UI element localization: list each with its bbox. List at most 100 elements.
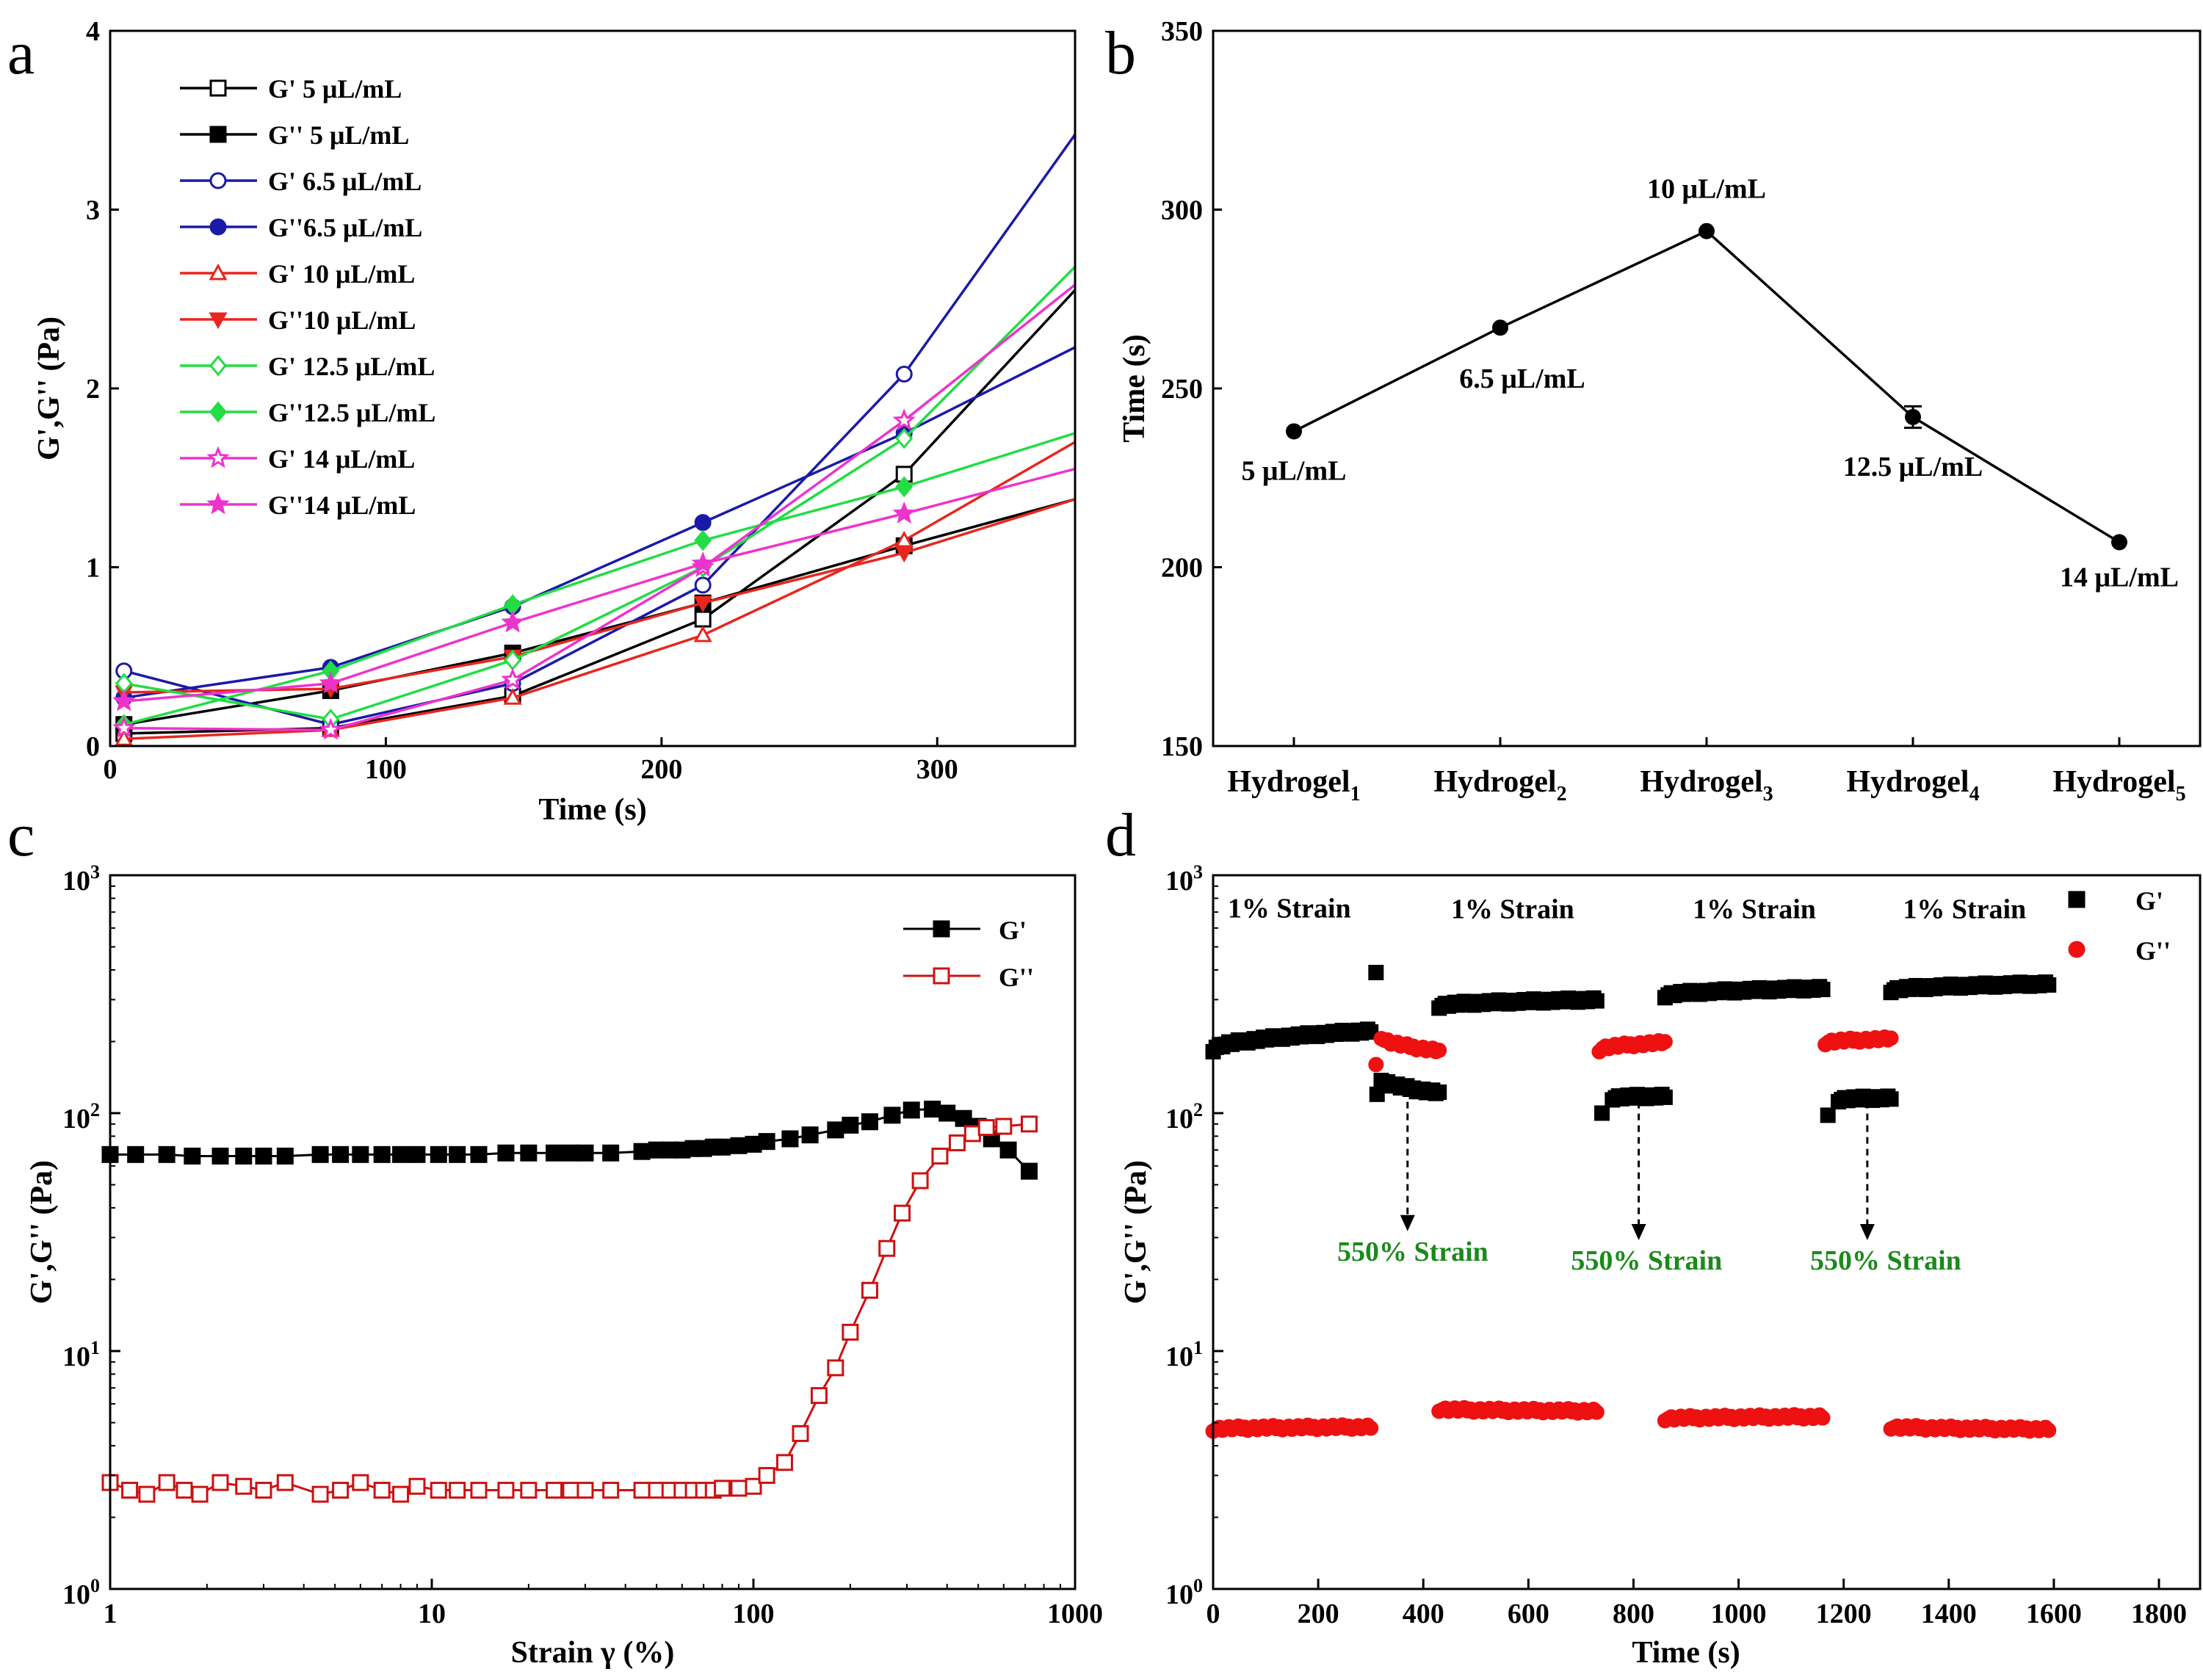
data-point-c xyxy=(938,1104,956,1122)
x-tick-label-a: 200 xyxy=(640,754,682,785)
legend-label-d: G' xyxy=(2135,886,2163,916)
legend-marker-a xyxy=(209,401,227,423)
data-point-c xyxy=(730,1137,748,1154)
strain-annotation-d: 1% Strain xyxy=(1228,893,1351,924)
legend-marker-a xyxy=(206,446,230,468)
y-axis-title-d: G',G'' (Pa) xyxy=(1119,1160,1153,1304)
data-point-a xyxy=(895,427,914,449)
data-point-a xyxy=(694,514,712,532)
data-point-c xyxy=(176,1482,193,1499)
data-point-c xyxy=(562,1144,579,1162)
data-point-d xyxy=(1657,1089,1673,1105)
strain-annotation-d: 1% Strain xyxy=(1903,894,2026,924)
x-tick-label-d: 200 xyxy=(1298,1598,1339,1629)
data-point-c xyxy=(311,1145,329,1163)
x-tick-label-d: 1400 xyxy=(1921,1598,1977,1629)
data-point-c xyxy=(520,1144,538,1162)
panel-label-d: d xyxy=(1105,801,1136,869)
data-point-c xyxy=(235,1477,253,1495)
y-tick-label-c: 102 xyxy=(62,1099,100,1134)
data-point-c xyxy=(977,1119,995,1137)
data-point-c xyxy=(373,1482,391,1499)
y-tick-label-d: 102 xyxy=(1165,1099,1203,1134)
data-point-c xyxy=(948,1134,966,1151)
data-point-c xyxy=(602,1482,620,1499)
x-tick-label-d: 400 xyxy=(1403,1598,1444,1629)
series-line-a-7 xyxy=(123,432,1076,726)
data-point-c xyxy=(883,1107,901,1124)
point-label-b: 14 μL/mL xyxy=(2060,562,2179,593)
data-point-c xyxy=(995,1118,1013,1135)
data-point-c xyxy=(861,1281,878,1299)
series-line-a-8 xyxy=(123,283,1077,731)
x-axis-title-c: Strain γ (%) xyxy=(511,1636,675,1670)
x-tick-label-c: 100 xyxy=(733,1598,775,1629)
data-point-a xyxy=(895,476,914,498)
panel-label-b: b xyxy=(1105,19,1136,87)
legend-marker-a xyxy=(209,172,227,189)
strain-arrowhead-d xyxy=(1400,1214,1415,1231)
plot-frame-a xyxy=(109,29,1077,747)
data-point-c xyxy=(211,1147,229,1165)
data-point-d xyxy=(1368,1057,1384,1073)
data-point-d xyxy=(1820,1107,1836,1123)
data-point-c xyxy=(827,1121,844,1139)
data-point-b xyxy=(2111,534,2127,551)
series-line-a-6 xyxy=(123,266,1077,721)
data-point-c xyxy=(894,1204,911,1222)
data-point-c xyxy=(931,1147,949,1165)
category-label-b: Hydrogel4 xyxy=(1846,765,1979,805)
legend-label-a: G' 12.5 μL/mL xyxy=(268,352,435,381)
legend-label-a: G'' 5 μL/mL xyxy=(268,120,409,150)
data-point-c xyxy=(827,1359,844,1377)
data-point-a xyxy=(319,717,342,740)
legend-label-a: G''10 μL/mL xyxy=(268,305,416,335)
data-point-c xyxy=(276,1147,294,1165)
data-point-d xyxy=(2041,1422,2057,1438)
data-point-c xyxy=(576,1144,594,1162)
strain-annotation-d: 1% Strain xyxy=(1693,894,1816,924)
data-point-a xyxy=(693,595,712,613)
y-tick-label-b: 150 xyxy=(1161,731,1203,762)
data-point-c xyxy=(924,1100,941,1118)
legend-marker-a xyxy=(209,126,227,143)
data-point-c xyxy=(191,1485,209,1503)
data-point-c xyxy=(470,1145,488,1163)
y-tick-label-d: 100 xyxy=(1165,1575,1203,1610)
data-point-c xyxy=(576,1482,594,1499)
legend-marker-a xyxy=(209,218,227,236)
data-point-c xyxy=(255,1147,272,1165)
data-point-c xyxy=(999,1141,1017,1159)
plot-frame-d xyxy=(1212,874,2202,1590)
data-point-c xyxy=(352,1474,369,1491)
y-tick-label-c: 101 xyxy=(62,1337,100,1372)
x-axis-title-a: Time (s) xyxy=(538,793,646,827)
data-point-c xyxy=(408,1477,426,1495)
x-tick-label-c: 1 xyxy=(104,1598,117,1629)
y-tick-label-b: 300 xyxy=(1161,195,1203,226)
y-axis-title-a: G',G'' (Pa) xyxy=(32,316,66,460)
legend-marker-c xyxy=(933,967,950,985)
x-tick-label-d: 800 xyxy=(1613,1598,1654,1629)
data-point-c xyxy=(745,1477,762,1495)
data-point-d xyxy=(1815,982,1831,998)
data-point-c xyxy=(758,1466,775,1484)
legend-marker-d xyxy=(2068,941,2086,958)
y-tick-label-a: 1 xyxy=(86,553,100,584)
legend-label-c: G' xyxy=(999,916,1027,945)
data-point-c xyxy=(408,1145,426,1163)
data-point-c xyxy=(963,1125,981,1143)
data-point-d xyxy=(1883,1030,1899,1046)
data-point-c xyxy=(184,1147,201,1165)
y-tick-label-b: 200 xyxy=(1161,553,1203,584)
series-line-a-5 xyxy=(123,498,1076,694)
y-tick-label-a: 3 xyxy=(86,195,100,226)
data-point-c xyxy=(127,1145,145,1163)
legend-marker-a xyxy=(209,79,227,97)
data-point-c xyxy=(158,1474,176,1491)
data-point-a xyxy=(115,729,134,746)
legend-label-c: G'' xyxy=(999,963,1034,992)
y-tick-label-a: 0 xyxy=(86,731,100,762)
data-point-c xyxy=(1021,1162,1038,1180)
data-point-a xyxy=(112,689,136,712)
